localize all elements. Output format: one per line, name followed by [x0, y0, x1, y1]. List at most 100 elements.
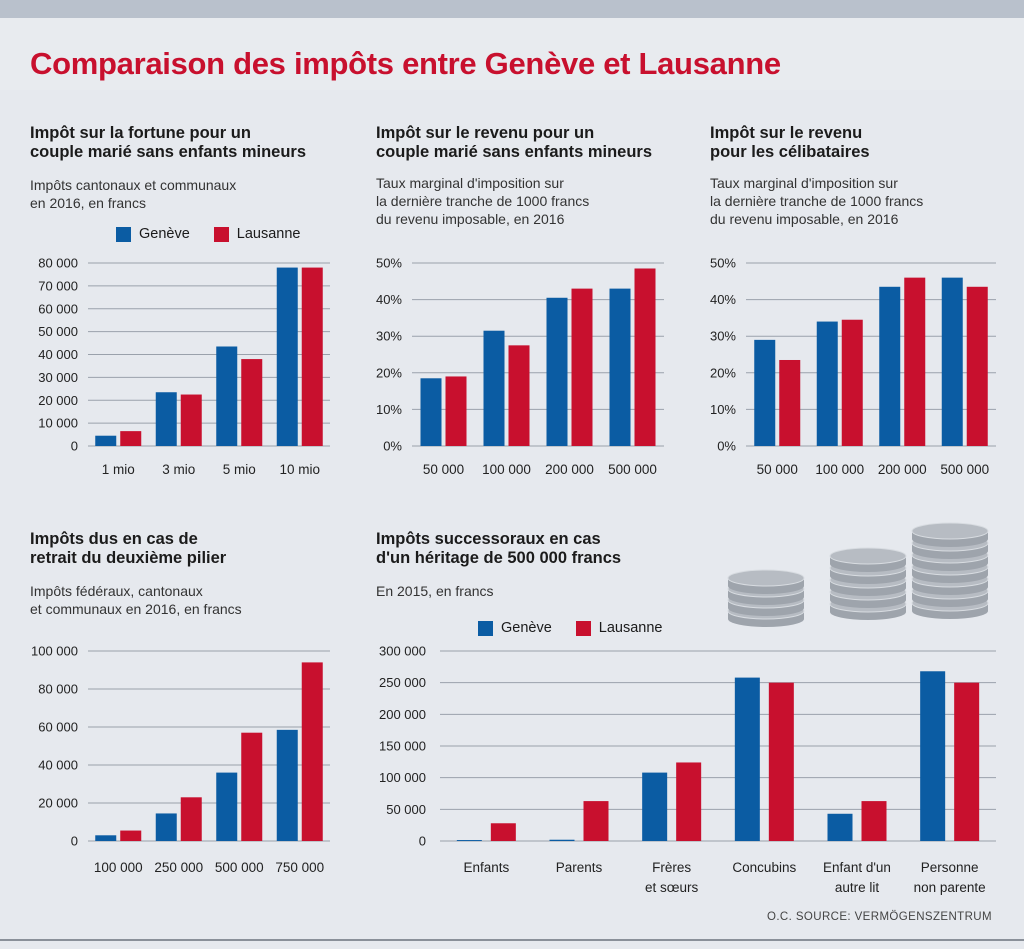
x-tick-label: Frères et sœurs — [645, 860, 699, 895]
subtitle-line: du revenu imposable, en 2016 — [376, 211, 565, 227]
y-tick-label: 50 000 — [386, 802, 426, 817]
y-tick-label: 60 000 — [38, 301, 78, 316]
y-tick-label: 0% — [383, 439, 402, 454]
y-tick-label: 10% — [710, 402, 736, 417]
y-tick-label: 40% — [376, 292, 402, 307]
panel-pilier-subtitle: Impôts fédéraux, cantonaux et communaux … — [30, 582, 242, 618]
title-line: Impôt sur le revenu pour un — [376, 124, 595, 142]
bar-geneve — [879, 286, 901, 446]
coin-icon — [911, 522, 989, 547]
x-tick-label: Parents — [556, 860, 603, 875]
bar-lausanne — [676, 762, 702, 841]
bar-geneve — [549, 839, 575, 841]
bar-geneve — [642, 772, 668, 841]
panel-successions-title: Impôts successoraux en cas d'un héritage… — [376, 530, 621, 568]
bar-geneve — [456, 840, 482, 841]
bar-geneve — [483, 330, 505, 446]
y-tick-label: 0% — [717, 439, 736, 454]
bar-geneve — [546, 297, 568, 446]
x-tick-label: Enfant d'un autre lit — [823, 860, 891, 895]
x-tick-label: 3 mio — [162, 462, 195, 477]
bar-lausanne — [508, 345, 530, 446]
bar-lausanne — [490, 823, 516, 841]
coin-icon — [829, 547, 907, 572]
chart-revenu-celibataires: 0% 10% 20% 30% 40% 50% 50 000 100 000 200 000 500… — [710, 256, 996, 477]
content-area — [0, 90, 1024, 935]
subtitle-line: En 2015, en francs — [376, 583, 494, 599]
x-tick-label: Concubins — [732, 860, 796, 875]
y-tick-label: 40 000 — [38, 758, 78, 773]
y-tick-label: 20% — [376, 365, 402, 380]
subtitle-line: Taux marginal d'imposition sur — [376, 175, 564, 191]
y-tick-label: 10% — [376, 402, 402, 417]
y-tick-label: 50% — [376, 256, 402, 271]
x-tick-label: 500 000 — [608, 462, 657, 477]
bar-lausanne — [768, 682, 794, 841]
bar-geneve — [816, 321, 838, 446]
bar-lausanne — [301, 267, 323, 446]
bar-geneve — [941, 277, 963, 446]
y-tick-label: 0 — [71, 439, 78, 454]
x-tick-label: 750 000 — [275, 860, 324, 875]
title-line: Impôts successoraux en cas — [376, 530, 601, 548]
bar-geneve — [276, 267, 298, 446]
y-tick-label: 0 — [71, 834, 78, 849]
subtitle-line: en 2016, en francs — [30, 195, 146, 211]
y-tick-label: 150 000 — [379, 739, 426, 754]
subtitle-line: la dernière tranche de 1000 francs — [376, 193, 590, 209]
bar-lausanne — [301, 662, 323, 841]
bar-lausanne — [241, 359, 263, 446]
bar-geneve — [734, 677, 760, 841]
bar-lausanne — [634, 268, 656, 446]
x-tick-label: 500 000 — [215, 860, 264, 875]
y-tick-label: 20 000 — [38, 796, 78, 811]
panel-fortune-subtitle: Impôts cantonaux et communaux en 2016, e… — [30, 176, 236, 212]
bar-geneve — [827, 813, 853, 841]
y-tick-label: 80 000 — [38, 256, 78, 271]
legend-label-lausanne: Lausanne — [236, 226, 301, 242]
y-tick-label: 10 000 — [38, 416, 78, 431]
y-tick-label: 200 000 — [379, 707, 426, 722]
legend-fortune: Genève Lausanne — [116, 226, 301, 242]
bar-geneve — [155, 392, 177, 446]
y-tick-label: 50 000 — [38, 324, 78, 339]
legend-label-lausanne: Lausanne — [598, 620, 663, 636]
y-tick-label: 70 000 — [38, 278, 78, 293]
bottom-rule — [0, 939, 1024, 941]
y-tick-label: 40% — [710, 292, 736, 307]
y-tick-label: 30% — [710, 329, 736, 344]
bar-geneve — [95, 835, 117, 841]
bar-geneve — [920, 671, 946, 841]
bar-lausanne — [841, 319, 863, 446]
bar-lausanne — [583, 801, 609, 841]
coins-illustration — [727, 522, 989, 627]
panel-revenu-couple-subtitle: Taux marginal d'imposition sur la derniè… — [376, 174, 589, 228]
bar-geneve — [155, 813, 177, 841]
subtitle-line: Taux marginal d'imposition sur — [710, 175, 898, 191]
y-tick-label: 50% — [710, 256, 736, 271]
x-tick-label: 200 000 — [545, 462, 594, 477]
x-tick-label: 100 000 — [815, 462, 864, 477]
bar-geneve — [95, 435, 117, 446]
bar-lausanne — [241, 732, 263, 841]
panel-pilier-title: Impôts dus en cas de retrait du deuxième… — [30, 530, 226, 568]
x-tick-label: 50 000 — [423, 462, 464, 477]
subtitle-line: et communaux en 2016, en francs — [30, 601, 242, 617]
bar-lausanne — [861, 801, 887, 841]
bar-lausanne — [445, 376, 467, 446]
source-note: O.C. SOURCE: VERMÖGENSZENTRUM — [766, 911, 992, 923]
page-title: Comparaison des impôts entre Genève et L… — [30, 46, 781, 81]
chart-revenu-couple: 0% 10% 20% 30% 40% 50% 50 000 100 000 200 000 500… — [376, 256, 664, 477]
panel-revenu-couple-title: Impôt sur le revenu pour un couple marié… — [376, 124, 652, 162]
subtitle-line: du revenu imposable, en 2016 — [710, 211, 899, 227]
legend-swatch-geneve — [478, 620, 493, 636]
y-tick-label: 60 000 — [38, 720, 78, 735]
y-tick-label: 100 000 — [31, 644, 78, 659]
legend-label-geneve: Genève — [139, 226, 190, 242]
bar-geneve — [754, 339, 776, 446]
chart-pilier: 0 20 000 40 000 60 000 80 000 100 000 100 000 2… — [31, 644, 330, 875]
x-tick-label: 10 mio — [279, 462, 320, 477]
bar-lausanne — [571, 288, 593, 446]
y-tick-label: 100 000 — [379, 770, 426, 785]
